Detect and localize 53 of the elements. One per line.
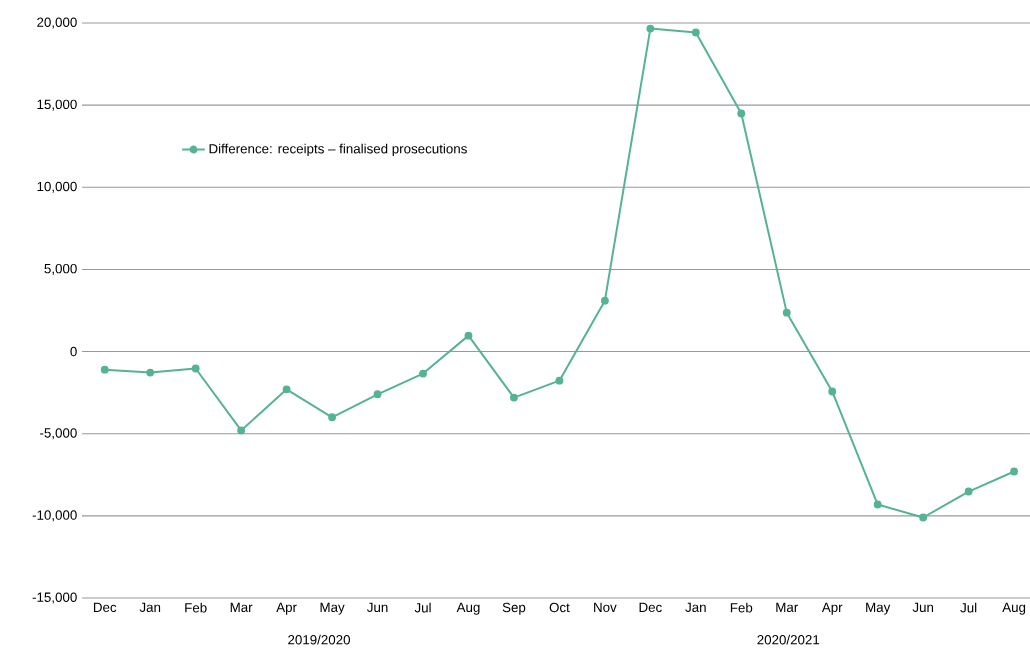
x-tick-label: Sep	[502, 602, 526, 615]
y-tick-label: 10,000	[37, 181, 77, 193]
y-tick-label: -10,000	[32, 510, 77, 522]
x-tick-label: Nov	[594, 602, 617, 613]
y-tick-label: -15,000	[32, 592, 77, 604]
x-tick-label: May	[320, 602, 345, 615]
point	[873, 500, 882, 509]
point	[464, 331, 473, 340]
point	[419, 369, 427, 378]
point	[146, 368, 155, 377]
point	[964, 487, 973, 496]
point	[510, 393, 518, 402]
point	[1010, 467, 1019, 476]
x-tick-label: Dec	[639, 602, 662, 613]
point	[919, 513, 928, 522]
x-tick-label: Aug	[456, 602, 480, 615]
point	[237, 426, 246, 435]
point	[373, 390, 382, 399]
point	[691, 28, 700, 37]
point	[737, 109, 746, 118]
x-tick-label: Mar	[230, 602, 253, 613]
point	[555, 376, 564, 385]
point	[328, 413, 337, 422]
y-tick-label: 20,000	[37, 17, 77, 29]
x-tick-label: Feb	[730, 602, 753, 613]
x-tick-label: Dec	[93, 602, 117, 613]
x-tick-label: Oct	[549, 602, 570, 613]
point	[282, 385, 291, 394]
point	[782, 308, 791, 317]
legend-label: Difference: receipts – finalised prosecutions	[209, 143, 467, 157]
x-tick-label: Jul	[414, 602, 431, 613]
text: 2019/2020	[288, 634, 350, 645]
y-tick-label: 15,000	[37, 99, 77, 111]
point	[191, 364, 200, 373]
x-tick-label: Jun	[912, 602, 934, 613]
y-tick-label: 0	[70, 346, 77, 357]
point	[600, 296, 609, 305]
x-tick-label: Aug	[1002, 602, 1026, 615]
x-tick-label: May	[866, 602, 891, 615]
x-tick-label: Mar	[776, 602, 799, 613]
y-tick-label: -5,000	[40, 428, 77, 440]
x-tick-label: Apr	[821, 602, 843, 615]
x-tick-label: Feb	[185, 602, 207, 613]
x-tick-label: Jan	[139, 602, 161, 613]
text: 2020/2021	[757, 634, 820, 645]
x-tick-label: Jan	[685, 602, 706, 613]
x-tick-label: Jul	[960, 602, 977, 613]
point	[100, 365, 109, 374]
y-tick-label: 5,000	[44, 263, 77, 275]
point	[828, 387, 837, 396]
point	[646, 24, 655, 33]
x-tick-label: Jun	[367, 602, 388, 613]
x-tick-label: Apr	[276, 602, 297, 615]
